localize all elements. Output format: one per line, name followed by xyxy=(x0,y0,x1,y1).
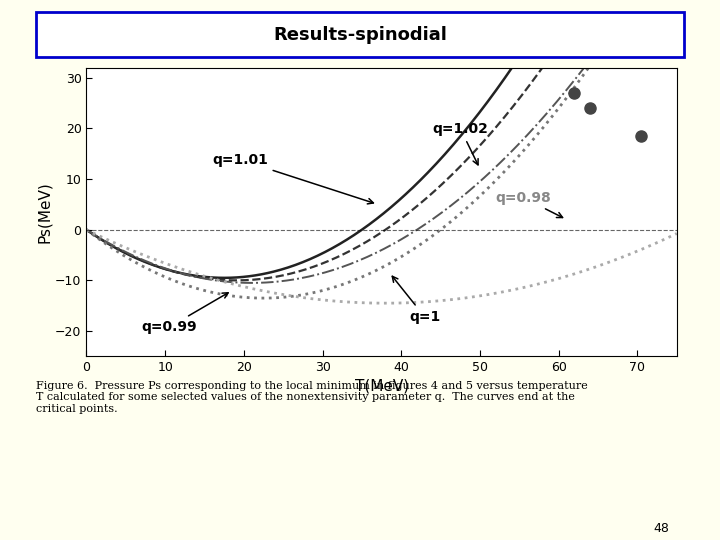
Text: q=0.98: q=0.98 xyxy=(496,191,562,218)
Text: q=1.02: q=1.02 xyxy=(433,123,489,165)
Text: 48: 48 xyxy=(654,522,670,535)
Y-axis label: Ps(MeV): Ps(MeV) xyxy=(37,181,53,243)
X-axis label: T(MeV): T(MeV) xyxy=(354,379,409,394)
Text: q=1.01: q=1.01 xyxy=(212,153,374,204)
Text: q=0.99: q=0.99 xyxy=(142,293,228,334)
Text: q=1: q=1 xyxy=(392,276,441,324)
Text: Figure 6.  Pressure Ps corresponding to the local minimum in figures 4 and 5 ver: Figure 6. Pressure Ps corresponding to t… xyxy=(36,381,588,414)
Text: Results-spinodial: Results-spinodial xyxy=(273,25,447,44)
FancyBboxPatch shape xyxy=(36,12,684,57)
